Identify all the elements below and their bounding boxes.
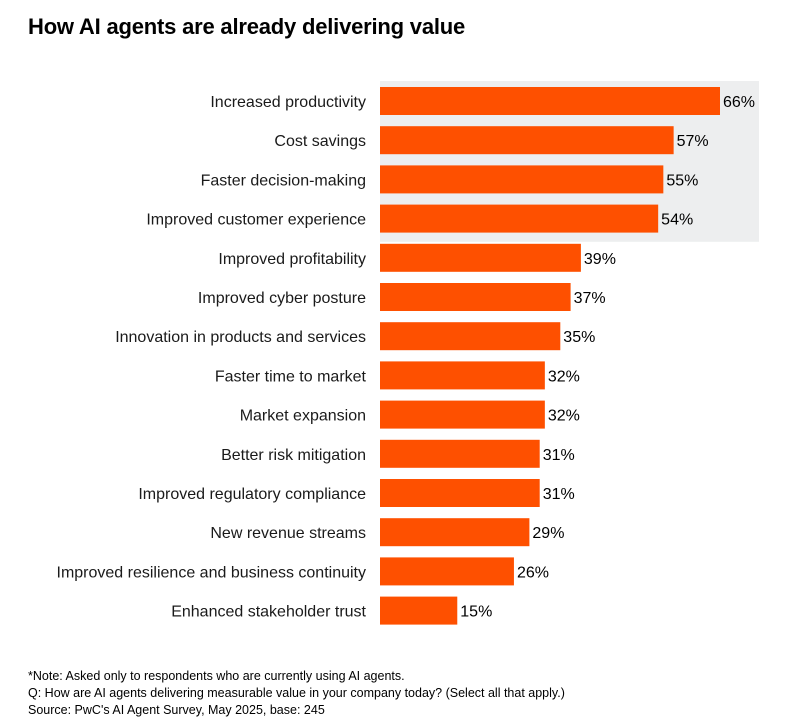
bar [380, 87, 720, 115]
category-label: Improved profitability [218, 251, 366, 268]
category-label: Improved customer experience [146, 212, 366, 229]
bar [380, 557, 514, 586]
category-label: Faster time to market [215, 368, 367, 385]
source-text: Source: PwC's AI Agent Survey, May 2025,… [28, 703, 325, 717]
chart-notes: *Note: Asked only to respondents who are… [28, 668, 565, 719]
category-label: Improved cyber posture [198, 290, 366, 307]
bar [380, 322, 561, 351]
value-label: 31% [543, 486, 575, 503]
chart-title: How AI agents are already delivering val… [28, 14, 466, 39]
question-text: Q: How are AI agents delivering measurab… [28, 686, 565, 700]
value-label: 57% [677, 133, 709, 150]
note-text: *Note: Asked only to respondents who are… [28, 669, 405, 683]
value-label: 15% [460, 604, 492, 621]
value-label: 26% [517, 564, 549, 581]
value-label: 31% [543, 447, 575, 464]
bar [380, 361, 545, 390]
category-label: Increased productivity [210, 94, 366, 111]
value-label: 39% [584, 251, 616, 268]
value-label: 37% [574, 290, 606, 307]
category-label: Market expansion [240, 408, 366, 425]
bar [380, 479, 540, 507]
category-label: Enhanced stakeholder trust [171, 604, 366, 621]
value-label: 32% [548, 408, 580, 425]
category-label: Improved regulatory compliance [138, 486, 366, 503]
bar [380, 204, 659, 233]
category-label: New revenue streams [210, 525, 366, 542]
bar [380, 243, 581, 272]
bar [380, 283, 571, 311]
value-label: 54% [661, 212, 693, 229]
value-label: 66% [723, 94, 755, 111]
category-label: Better risk mitigation [221, 447, 366, 464]
bar [380, 126, 674, 155]
value-label: 55% [666, 172, 698, 189]
category-label: Improved resilience and business continu… [57, 564, 367, 581]
value-label: 32% [548, 368, 580, 385]
category-label: Cost savings [274, 133, 366, 150]
bar [380, 439, 540, 468]
value-label: 35% [563, 329, 595, 346]
bar [380, 400, 545, 429]
bar [380, 596, 458, 625]
category-label: Faster decision-making [201, 172, 366, 189]
category-label: Innovation in products and services [115, 329, 366, 346]
bar [380, 165, 664, 194]
bar [380, 518, 530, 547]
value-label: 29% [532, 525, 564, 542]
